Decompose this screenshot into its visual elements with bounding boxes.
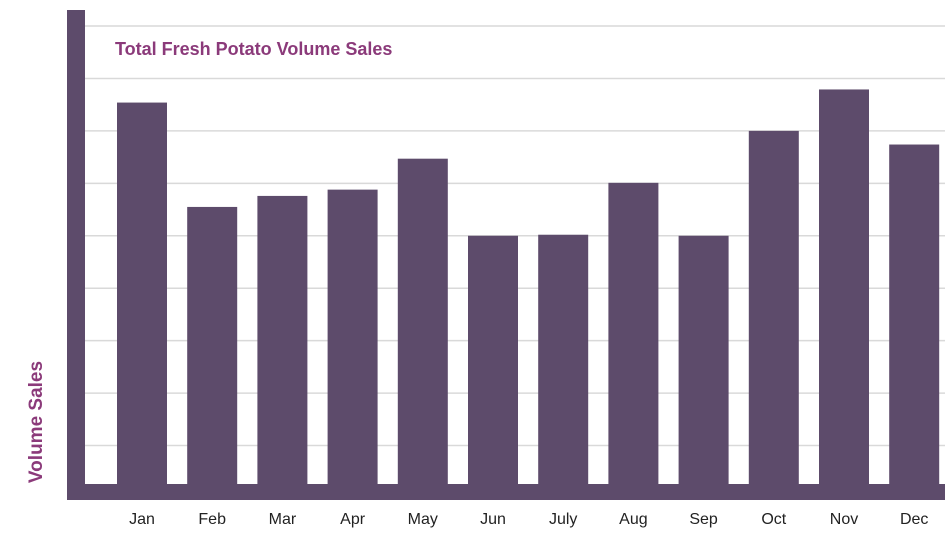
bar: [257, 195, 308, 499]
bar: [538, 234, 589, 498]
bar: [889, 144, 940, 498]
x-axis: [67, 484, 945, 500]
x-tick-label: Feb: [198, 511, 226, 528]
x-tick-label: Sep: [689, 511, 718, 528]
x-tick-label: Jan: [129, 511, 155, 528]
x-tick-label: Aug: [619, 511, 647, 528]
bar: [187, 206, 238, 498]
y-axis-label: Volume Sales: [26, 361, 47, 483]
x-tick-label: Apr: [340, 511, 366, 528]
bar: [678, 235, 729, 498]
bars: [117, 89, 940, 499]
bar: [117, 102, 167, 499]
bar: [397, 158, 448, 498]
x-tick-label: Jun: [480, 511, 506, 528]
x-tick-label: Oct: [761, 511, 786, 528]
bar: [468, 235, 518, 498]
x-tick-label: May: [408, 511, 438, 528]
bar: [608, 182, 659, 498]
y-axis: [67, 10, 85, 500]
bar: [819, 89, 869, 499]
bar: [327, 189, 378, 499]
bar: [748, 130, 799, 498]
x-tick-label: Dec: [900, 511, 928, 528]
chart-title: Total Fresh Potato Volume Sales: [115, 39, 392, 59]
x-tick-label: July: [549, 511, 577, 528]
x-tick-label: Mar: [269, 511, 297, 528]
x-tick-label: Nov: [830, 511, 858, 528]
